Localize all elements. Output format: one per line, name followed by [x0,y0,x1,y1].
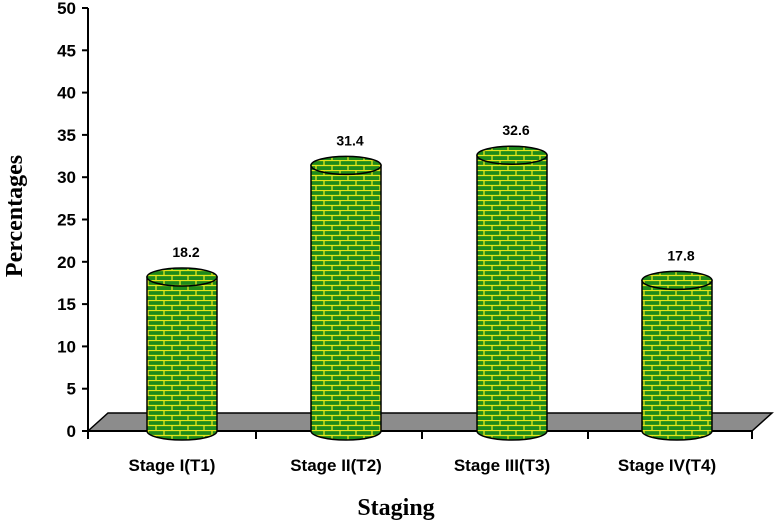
bar [476,145,548,441]
y-tick-label: 30 [57,168,76,187]
y-tick-label: 15 [57,295,76,314]
data-label: 18.2 [172,244,199,260]
x-tick-label: Stage III(T3) [454,456,550,475]
bar-body [146,276,218,441]
y-tick-label: 10 [57,337,76,356]
y-tick-label: 5 [67,380,76,399]
y-tick-label: 35 [57,126,76,145]
data-label: 17.8 [667,247,694,263]
x-axis-title: Staging [357,495,434,521]
y-tick-label: 50 [57,0,76,18]
bar-top [641,270,713,291]
y-tick-label: 25 [57,211,76,230]
x-tick-label: Stage IV(T4) [618,456,716,475]
y-tick-label: 20 [57,253,76,272]
bar-top [310,155,382,176]
y-axis-title: Percentages [2,155,28,277]
bar-top [146,267,218,287]
y-tick-label: 0 [67,422,76,441]
bar-body [310,164,382,441]
bar [310,155,382,441]
x-tick-label: Stage I(T1) [129,456,216,475]
bar [146,267,218,441]
y-tick-label: 40 [57,84,76,103]
data-label: 31.4 [336,132,363,148]
y-tick-label: 45 [57,41,76,60]
x-tick-label: Stage II(T2) [290,456,382,475]
bar [641,270,713,441]
bar-body [641,279,713,441]
data-label: 32.6 [502,122,529,138]
bar-body [476,154,548,441]
bar-top [476,145,548,165]
